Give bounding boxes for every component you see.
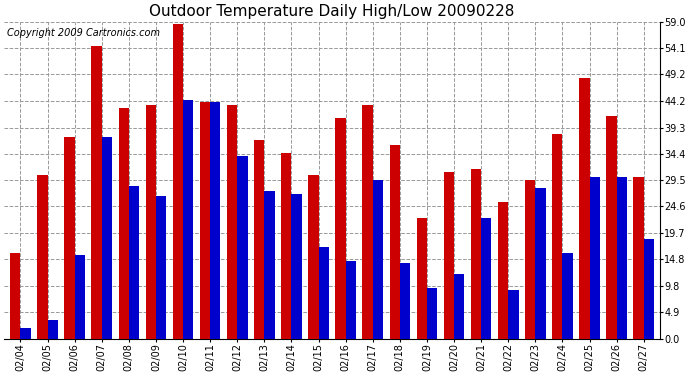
Bar bbox=[21, 328, 31, 339]
Bar bbox=[37, 175, 48, 339]
Bar bbox=[535, 188, 546, 339]
Bar bbox=[281, 153, 291, 339]
Bar bbox=[210, 102, 220, 339]
Bar bbox=[644, 239, 654, 339]
Title: Outdoor Temperature Daily High/Low 20090228: Outdoor Temperature Daily High/Low 20090… bbox=[150, 4, 515, 19]
Bar bbox=[200, 102, 210, 339]
Bar bbox=[373, 180, 383, 339]
Bar bbox=[172, 24, 183, 339]
Bar bbox=[607, 116, 617, 339]
Bar bbox=[454, 274, 464, 339]
Bar bbox=[319, 247, 329, 339]
Bar bbox=[119, 108, 129, 339]
Bar bbox=[101, 137, 112, 339]
Bar bbox=[362, 105, 373, 339]
Bar bbox=[156, 196, 166, 339]
Bar bbox=[552, 135, 562, 339]
Bar bbox=[390, 145, 400, 339]
Bar bbox=[254, 140, 264, 339]
Bar bbox=[64, 137, 75, 339]
Bar bbox=[308, 175, 319, 339]
Bar bbox=[417, 218, 427, 339]
Bar bbox=[471, 170, 481, 339]
Bar bbox=[481, 218, 491, 339]
Bar bbox=[346, 261, 356, 339]
Bar bbox=[129, 186, 139, 339]
Bar bbox=[183, 100, 193, 339]
Bar bbox=[589, 177, 600, 339]
Bar bbox=[617, 177, 627, 339]
Bar bbox=[525, 180, 535, 339]
Text: Copyright 2009 Cartronics.com: Copyright 2009 Cartronics.com bbox=[8, 28, 161, 38]
Bar bbox=[48, 320, 58, 339]
Bar bbox=[75, 255, 85, 339]
Bar bbox=[427, 288, 437, 339]
Bar bbox=[264, 191, 275, 339]
Bar bbox=[509, 290, 519, 339]
Bar bbox=[335, 118, 346, 339]
Bar bbox=[498, 202, 509, 339]
Bar bbox=[400, 263, 410, 339]
Bar bbox=[444, 172, 454, 339]
Bar bbox=[146, 105, 156, 339]
Bar bbox=[237, 156, 248, 339]
Bar bbox=[562, 253, 573, 339]
Bar bbox=[291, 194, 302, 339]
Bar bbox=[92, 46, 101, 339]
Bar bbox=[580, 78, 589, 339]
Bar bbox=[227, 105, 237, 339]
Bar bbox=[10, 253, 21, 339]
Bar bbox=[633, 177, 644, 339]
